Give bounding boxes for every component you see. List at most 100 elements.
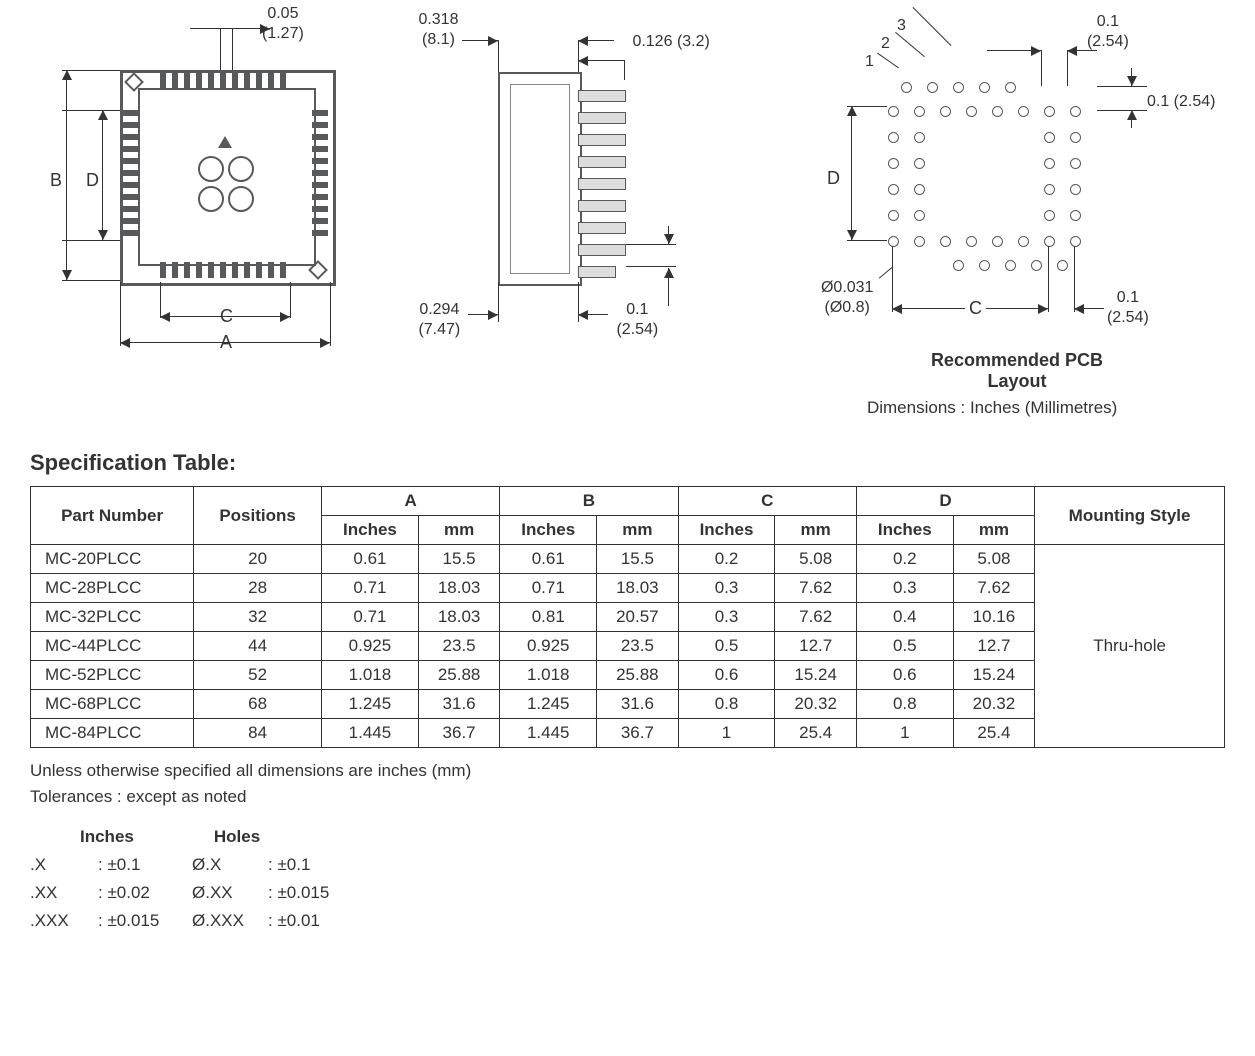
table-cell: 0.5: [856, 632, 953, 661]
pitch-dimension-label: 0.05 (1.27): [262, 4, 304, 44]
table-cell: 0.71: [322, 603, 419, 632]
table-cell: 0.2: [856, 545, 953, 574]
table-cell: 18.03: [597, 574, 678, 603]
table-cell: 1.445: [322, 719, 419, 748]
value: 0.294: [419, 300, 459, 320]
pcb-layout-title: Recommended PCB Layout: [907, 350, 1127, 392]
col-pitch-label: 0.1 (2.54): [1087, 12, 1129, 52]
notes-block: Unless otherwise specified all dimension…: [30, 758, 1225, 809]
col-header-A: A: [322, 487, 500, 516]
table-cell: 25.4: [953, 719, 1034, 748]
mounting-style-cell: Thru-hole: [1035, 545, 1225, 748]
table-cell: 7.62: [775, 574, 856, 603]
table-cell: 15.24: [953, 661, 1034, 690]
table-cell: 1.445: [500, 719, 597, 748]
table-cell: 12.7: [953, 632, 1034, 661]
pcb-layout-diagram: 3 2 1 0.1 (2.54) 0.1 (2.54): [787, 20, 1225, 420]
value: 0.05: [267, 4, 298, 24]
table-cell: MC-68PLCC: [31, 690, 194, 719]
bottom-pitch-label: 0.1 (2.54): [1107, 288, 1149, 328]
table-cell: 20.32: [953, 690, 1034, 719]
table-cell: 0.925: [500, 632, 597, 661]
table-cell: 0.3: [856, 574, 953, 603]
row-pitch-label: 0.1 (2.54): [616, 300, 658, 340]
table-cell: 0.2: [678, 545, 775, 574]
table-cell: 0.71: [500, 574, 597, 603]
value-mm: (3.2): [677, 33, 710, 50]
pin-length-label: 0.126 (3.2): [632, 32, 709, 52]
value-mm: (2.54): [1174, 93, 1216, 110]
table-cell: 0.4: [856, 603, 953, 632]
table-cell: MC-28PLCC: [31, 574, 194, 603]
subheader-in: Inches: [678, 516, 775, 545]
value: 0.1: [1147, 93, 1169, 110]
table-cell: 20.57: [597, 603, 678, 632]
value-mm: (2.54): [616, 320, 658, 340]
subheader-mm: mm: [418, 516, 499, 545]
table-cell: 44: [194, 632, 322, 661]
table-cell: 1.245: [500, 690, 597, 719]
value-mm: (2.54): [1087, 32, 1129, 52]
table-row: MC-20PLCC200.6115.50.6115.50.25.080.25.0…: [31, 545, 1225, 574]
row-pitch-label: 0.1 (2.54): [1147, 92, 1216, 112]
units-note: Dimensions : Inches (Millimetres): [867, 398, 1117, 418]
dim-label-D: D: [86, 170, 99, 191]
tol-key-holes: Ø.X: [192, 855, 254, 875]
table-cell: 25.4: [775, 719, 856, 748]
table-cell: 5.08: [953, 545, 1034, 574]
dim-label-A: A: [220, 332, 232, 353]
table-cell: 0.61: [322, 545, 419, 574]
dim-label-B: B: [50, 170, 62, 191]
table-cell: 0.8: [856, 690, 953, 719]
table-cell: 32: [194, 603, 322, 632]
table-cell: 0.61: [500, 545, 597, 574]
table-cell: 7.62: [953, 574, 1034, 603]
side-view-diagram: 0.318 (8.1) 0.126 (3.2) 0.294 (7.47): [418, 20, 747, 350]
note-line2: Tolerances : except as noted: [30, 784, 1225, 810]
pin1-triangle-icon: [218, 136, 232, 148]
table-cell: MC-44PLCC: [31, 632, 194, 661]
tol-key-holes: Ø.XXX: [192, 911, 254, 931]
tol-key: .X: [30, 855, 84, 875]
table-cell: 15.5: [418, 545, 499, 574]
tolerance-row: .XXX: ±0.015Ø.XXX: ±0.01: [30, 911, 1225, 931]
tol-val-holes: : ±0.1: [268, 855, 348, 875]
table-cell: 12.7: [775, 632, 856, 661]
tol-key: .XX: [30, 883, 84, 903]
table-cell: 0.81: [500, 603, 597, 632]
table-cell: 0.8: [678, 690, 775, 719]
subheader-in: Inches: [500, 516, 597, 545]
table-cell: 15.5: [597, 545, 678, 574]
table-cell: 1.018: [322, 661, 419, 690]
table-cell: 25.88: [597, 661, 678, 690]
col-header-mount: Mounting Style: [1035, 487, 1225, 545]
standoff-label: 0.294 (7.47): [418, 300, 460, 340]
tol-holes-hdr: Holes: [214, 827, 260, 847]
table-cell: 28: [194, 574, 322, 603]
table-cell: 1: [856, 719, 953, 748]
table-cell: 0.6: [678, 661, 775, 690]
value-mm: (2.54): [1107, 308, 1149, 328]
table-cell: 0.71: [322, 574, 419, 603]
value-mm: (8.1): [422, 30, 455, 50]
tol-key: .XXX: [30, 911, 84, 931]
subheader-mm: mm: [597, 516, 678, 545]
body-width-label: 0.318 (8.1): [418, 10, 458, 50]
table-cell: 1: [678, 719, 775, 748]
value: 0.1: [626, 300, 648, 320]
value: 0.1: [1097, 12, 1119, 32]
tol-key-holes: Ø.XX: [192, 883, 254, 903]
value-mm: (Ø0.8): [825, 298, 870, 318]
pin1-label: 1: [865, 52, 874, 72]
table-cell: MC-32PLCC: [31, 603, 194, 632]
table-cell: 20: [194, 545, 322, 574]
tolerances-block: Inches Holes .X: ±0.1Ø.X: ±0.1.XX: ±0.02…: [30, 827, 1225, 931]
tol-val-holes: : ±0.015: [268, 883, 348, 903]
table-cell: 84: [194, 719, 322, 748]
table-cell: 52: [194, 661, 322, 690]
note-line1: Unless otherwise specified all dimension…: [30, 758, 1225, 784]
table-cell: 31.6: [418, 690, 499, 719]
table-cell: 0.5: [678, 632, 775, 661]
table-cell: 23.5: [418, 632, 499, 661]
diagrams-row: 0.05 (1.27) B D C A 0.318 (8.1) 0.126 (3…: [30, 20, 1225, 420]
